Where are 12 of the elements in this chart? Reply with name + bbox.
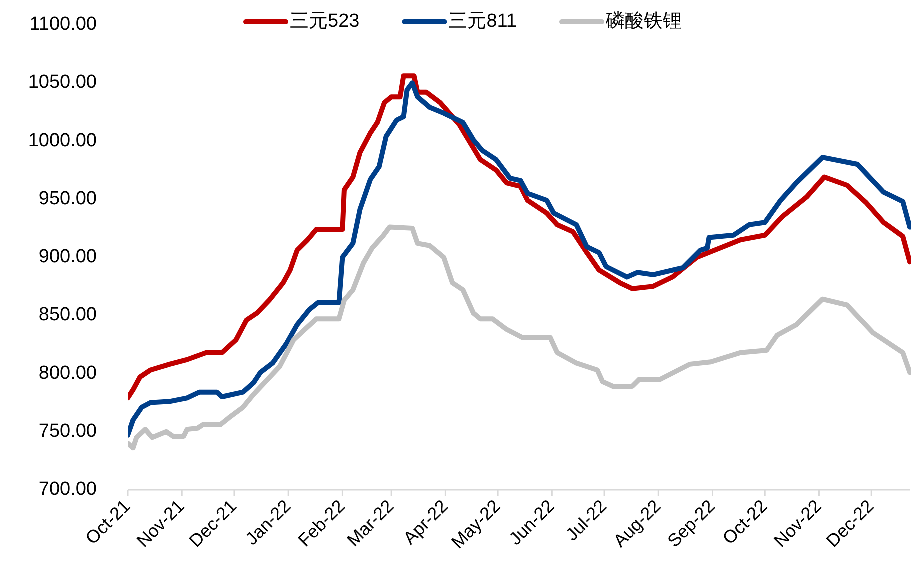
y-tick-label: 1050.00 (28, 72, 97, 94)
y-tick-label: 850.00 (38, 304, 97, 326)
legend-label: 三元811 (448, 11, 517, 32)
y-tick-label: 1100.00 (30, 14, 97, 36)
y-tick-label: 800.00 (38, 362, 97, 384)
y-tick-label: 900.00 (38, 246, 97, 268)
y-tick-label: 1000.00 (28, 130, 97, 152)
legend-label: 三元523 (290, 11, 360, 32)
legend-label: 磷酸铁锂 (605, 11, 682, 32)
y-tick-label: 950.00 (38, 188, 97, 210)
y-tick-label: 700.00 (38, 479, 97, 500)
y-tick-label: 750.00 (38, 420, 97, 442)
